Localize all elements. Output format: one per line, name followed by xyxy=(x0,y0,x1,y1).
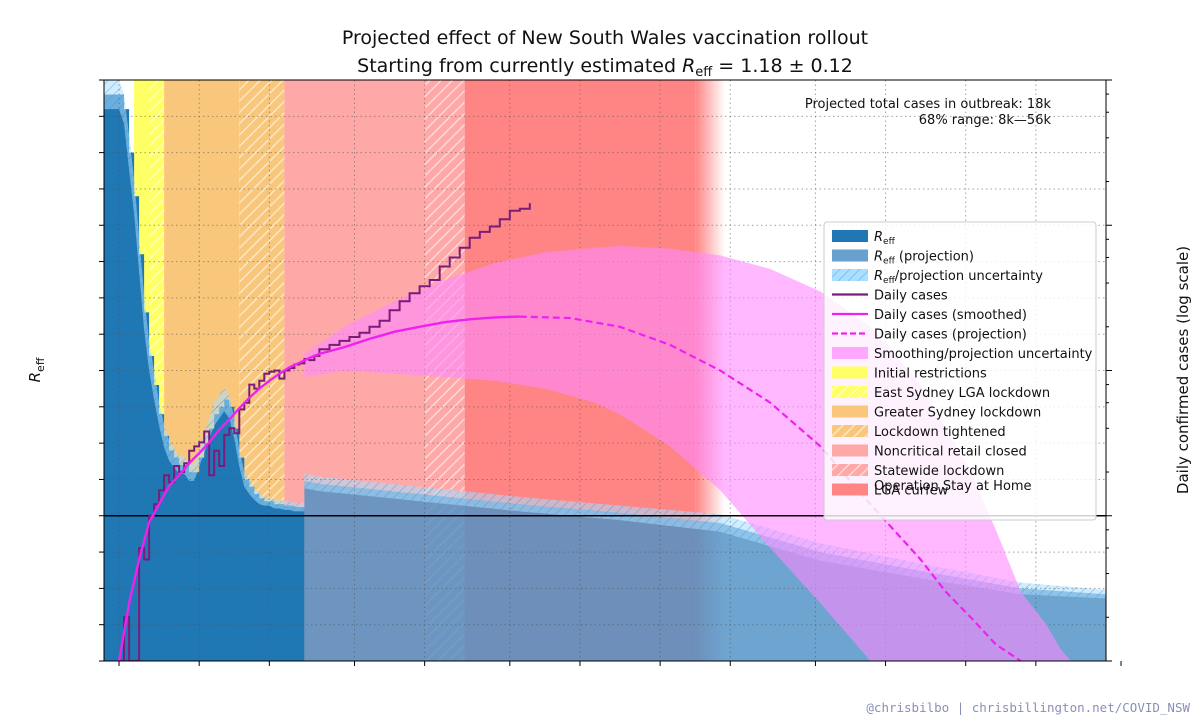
legend-suffix-reffunc: /projection uncertainty xyxy=(895,269,1043,284)
legend-text-eastsyd: East Sydney LGA lockdown xyxy=(874,386,1050,401)
legend-label-reffproj: Reff (projection) xyxy=(874,250,974,267)
legend-label-curfew: LGA curfew xyxy=(874,484,949,499)
projected-cases-line xyxy=(519,315,1022,661)
legend-label-retail: Noncritical retail closed xyxy=(874,445,1027,460)
legend-hatch-tight xyxy=(832,425,868,437)
legend-swatch-initial xyxy=(832,366,868,379)
legend-label-proj: Daily cases (projection) xyxy=(874,328,1027,343)
legend-swatch-reffproj xyxy=(832,249,868,262)
legend-label-gsyd: Greater Sydney lockdown xyxy=(874,406,1041,421)
legend-text-smoothed: Daily cases (smoothed) xyxy=(874,308,1027,323)
legend-suffix-reffproj: (projection) xyxy=(895,250,974,265)
legend-label-eastsyd: East Sydney LGA lockdown xyxy=(874,386,1050,401)
legend-label-stayhome: Operation Stay at Home xyxy=(874,479,1032,494)
legend-text-stayhome: Operation Stay at Home xyxy=(874,479,1032,494)
legend-swatch-reff xyxy=(832,230,868,242)
chart-title-line2: Starting from currently estimated Reff =… xyxy=(357,55,853,80)
credit-text: @chrisbilbo | chrisbillington.net/COVID_… xyxy=(866,700,1190,715)
legend-text-reff: R xyxy=(874,230,883,245)
legend-hatch-eastsyd xyxy=(832,386,868,398)
legend-text-curfew: LGA curfew xyxy=(874,484,949,499)
legend-swatch-curfew xyxy=(832,483,868,496)
legend-swatch-retail xyxy=(832,444,868,457)
legend-label-tight: Lockdown tightened xyxy=(874,425,1006,440)
x-axis xyxy=(118,661,1122,666)
reff-uncertainty-hatch xyxy=(104,80,305,512)
legend-text-daily: Daily cases xyxy=(874,289,948,304)
legend-text-retail: Noncritical retail closed xyxy=(874,445,1027,460)
left-axis-label: Reff xyxy=(26,357,47,382)
legend-text-reffunc: R xyxy=(874,269,883,284)
legend-sub-reffproj: eff xyxy=(883,257,896,267)
annotation-line-1: Projected total cases in outbreak: 18k xyxy=(805,97,1052,112)
legend-text-proj: Daily cases (projection) xyxy=(874,328,1027,343)
right-axis-label: Daily confirmed cases (log scale) xyxy=(1174,246,1192,494)
legend-label-smoothed: Daily cases (smoothed) xyxy=(874,308,1027,323)
legend-sub-reffunc: eff xyxy=(883,276,896,286)
legend-label-smoothunc: Smoothing/projection uncertainty xyxy=(874,347,1093,362)
smoothed-cases-line xyxy=(117,315,520,661)
legend-swatch-smoothunc xyxy=(832,347,868,359)
left-axis xyxy=(99,79,104,662)
legend-label-reff: Reff xyxy=(874,230,896,247)
legend-text-initial: Initial restrictions xyxy=(874,367,987,382)
legend-label-daily: Daily cases xyxy=(874,289,948,304)
legend-text-statewide: Statewide lockdown xyxy=(874,464,1004,479)
legend-label-reffunc: Reff/projection uncertainty xyxy=(874,269,1043,286)
legend-label-initial: Initial restrictions xyxy=(874,367,987,382)
legend-swatch-gsyd xyxy=(832,405,868,418)
legend-hatch-statewide xyxy=(832,464,868,476)
annotation-line-2: 68% range: 8k—56k xyxy=(919,113,1052,128)
legend-hatch-reffunc xyxy=(832,269,868,281)
total-cases-annotation: Projected total cases in outbreak: 18k 6… xyxy=(805,97,1052,128)
legend-text-reffproj: R xyxy=(874,250,883,265)
legend-label-statewide: Statewide lockdown xyxy=(874,464,1004,479)
right-axis xyxy=(1106,79,1112,662)
legend-frame xyxy=(823,221,1097,521)
legend-text-tight: Lockdown tightened xyxy=(874,425,1006,440)
legend-text-gsyd: Greater Sydney lockdown xyxy=(874,406,1041,421)
chart-title-line1: Projected effect of New South Wales vacc… xyxy=(342,27,868,49)
legend-text-smoothunc: Smoothing/projection uncertainty xyxy=(874,347,1093,362)
legend-sub-reff: eff xyxy=(883,237,896,247)
reff-area xyxy=(104,94,305,661)
